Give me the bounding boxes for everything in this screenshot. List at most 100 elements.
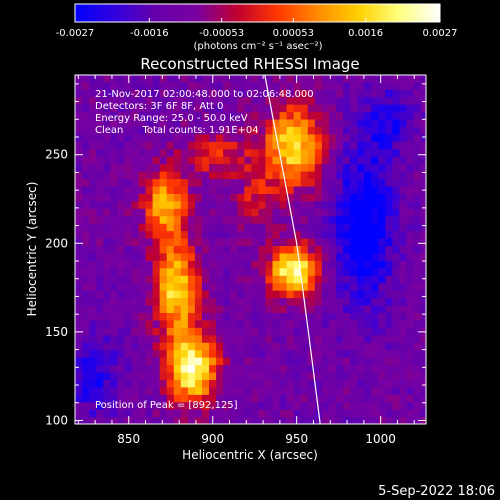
heatmap-cell (371, 371, 379, 380)
heatmap-cell (173, 416, 182, 424)
heatmap-cell (180, 357, 189, 366)
heatmap-cell (138, 282, 147, 291)
heatmap-cell (378, 409, 386, 418)
heatmap-cell (314, 260, 323, 269)
heatmap-cell (237, 104, 245, 113)
heatmap-cell (230, 200, 238, 209)
heatmap-cell (145, 297, 154, 306)
heatmap-cell (335, 193, 344, 202)
heatmap-cell (131, 81, 140, 90)
heatmap-cell (258, 252, 267, 261)
heatmap-cell (110, 178, 118, 187)
heatmap-cell (251, 178, 259, 187)
heatmap-cell (223, 327, 231, 336)
heatmap-cell (357, 126, 365, 135)
heatmap-cell (244, 394, 252, 403)
heatmap-cell (364, 245, 372, 254)
heatmap-cell (251, 267, 259, 276)
heatmap-cell (413, 148, 422, 157)
heatmap-cell (279, 245, 288, 254)
heatmap-cell (216, 215, 224, 224)
heatmap-cell (293, 379, 302, 388)
heatmap-cell (314, 394, 323, 403)
heatmap-cell (117, 208, 125, 217)
chart-title: Reconstructed RHESSI Image (140, 55, 359, 73)
heatmap-cell (187, 290, 196, 299)
heatmap-cell (406, 185, 415, 194)
heatmap-cell (399, 75, 408, 83)
heatmap-cell (321, 185, 330, 194)
heatmap-cell (321, 178, 330, 187)
heatmap-cell (96, 96, 104, 105)
heatmap-cell (335, 245, 344, 254)
heatmap-cell (180, 237, 189, 247)
heatmap-cell (237, 208, 245, 217)
heatmap-cell (385, 312, 394, 321)
heatmap-cell (399, 171, 408, 180)
heatmap-cell (371, 304, 379, 313)
heatmap-cell (194, 208, 203, 217)
heatmap-cell (159, 104, 168, 113)
heatmap-cell (314, 223, 323, 232)
heatmap-cell (159, 357, 168, 366)
heatmap-cell (131, 245, 140, 254)
heatmap-cell (124, 416, 133, 424)
heatmap-cell (244, 193, 252, 202)
heatmap-cell (230, 394, 238, 403)
heatmap-cell (300, 171, 309, 180)
heatmap-cell (82, 178, 90, 187)
heatmap-cell (138, 133, 147, 142)
heatmap-cell (399, 118, 408, 127)
heatmap-cell (194, 178, 203, 187)
heatmap-cell (75, 327, 83, 336)
heatmap-cell (223, 156, 231, 165)
heatmap-cell (328, 401, 337, 410)
heatmap-cell (201, 75, 210, 83)
heatmap-cell (272, 267, 281, 276)
heatmap-cell (209, 141, 217, 150)
heatmap-cell (145, 364, 154, 373)
heatmap-cell (244, 185, 252, 194)
heatmap-cell (209, 223, 217, 232)
heatmap-cell (279, 371, 288, 380)
heatmap-cell (75, 148, 83, 157)
heatmap-cell (335, 96, 344, 105)
heatmap-cell (364, 133, 372, 142)
heatmap-cell (364, 89, 372, 98)
heatmap-cell (406, 260, 415, 269)
heatmap-cell (279, 394, 288, 403)
heatmap-cell (272, 371, 281, 380)
heatmap-cell (258, 111, 267, 120)
heatmap-cell (138, 111, 147, 120)
heatmap-cell (328, 141, 337, 150)
heatmap-cell (187, 185, 196, 194)
heatmap-cell (209, 371, 217, 380)
heatmap-cell (378, 126, 386, 135)
heatmap-cell (201, 200, 210, 209)
heatmap-cell (279, 319, 288, 328)
heatmap-cell (392, 245, 401, 254)
heatmap-cell (131, 200, 140, 209)
heatmap-cell (75, 394, 83, 403)
heatmap-cell (378, 75, 386, 83)
heatmap-cell (286, 193, 295, 202)
heatmap-cell (258, 342, 267, 351)
heatmap-cell (392, 386, 401, 395)
heatmap-cell (357, 282, 365, 291)
heatmap-cell (258, 371, 267, 380)
heatmap-cell (152, 297, 161, 306)
heatmap-cell (364, 349, 372, 358)
heatmap-cell (357, 96, 365, 105)
heatmap-cell (89, 148, 97, 157)
heatmap-cell (413, 371, 422, 380)
heatmap-cell (117, 334, 125, 343)
heatmap-cell (103, 178, 111, 187)
heatmap-cell (180, 104, 189, 113)
heatmap-cell (131, 156, 140, 165)
heatmap-cell (420, 379, 426, 388)
heatmap-cell (258, 290, 267, 299)
heatmap-cell (279, 96, 288, 105)
heatmap-cell (321, 260, 330, 269)
heatmap-cell (159, 245, 168, 254)
heatmap-cell (371, 282, 379, 291)
